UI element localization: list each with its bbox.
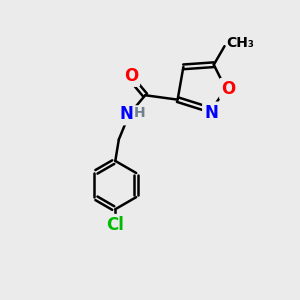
Text: N: N <box>204 103 218 122</box>
Text: H: H <box>134 106 145 120</box>
Text: O: O <box>221 80 235 98</box>
Text: Cl: Cl <box>106 216 124 234</box>
Text: N: N <box>119 105 133 123</box>
Text: O: O <box>124 67 138 85</box>
Text: CH₃: CH₃ <box>226 36 254 50</box>
